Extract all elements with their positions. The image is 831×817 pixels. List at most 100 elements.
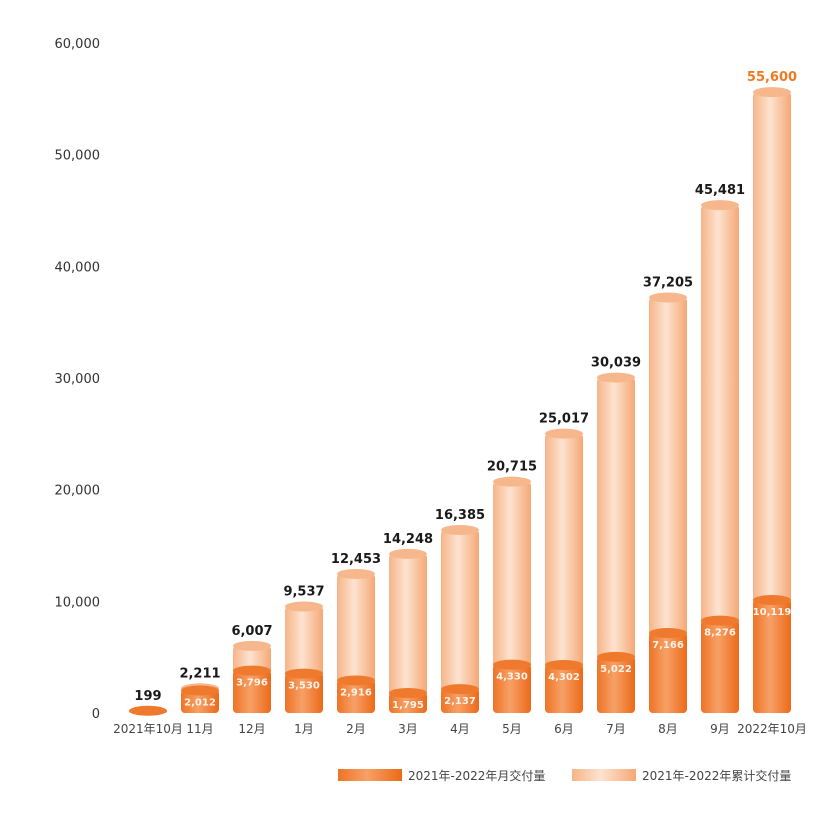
x-category-label: 6月: [554, 722, 574, 736]
bar-group: 12,453 2,916 2月: [331, 552, 381, 736]
y-tick-label: 40,000: [55, 260, 101, 275]
bar-group: 55,600 10,119 2022年10月: [737, 70, 807, 736]
cumulative-value-label: 6,007: [231, 624, 272, 639]
cumulative-value-label: 25,017: [539, 412, 589, 427]
cumulative-bar-top: [649, 292, 687, 303]
monthly-bar: [285, 673, 323, 713]
cumulative-bar: [441, 530, 479, 713]
cumulative-value-label: 9,537: [283, 585, 324, 600]
bar-group: 25,017 4,302 6月: [539, 412, 589, 736]
y-tick-label: 30,000: [55, 372, 101, 387]
bar-group: 199 2021年10月: [113, 689, 183, 736]
y-tick-label: 60,000: [55, 37, 101, 52]
monthly-value-label: 4,330: [496, 672, 528, 683]
x-category-label: 7月: [606, 722, 626, 736]
x-category-label: 9月: [710, 722, 730, 736]
x-category-label: 4月: [450, 722, 470, 736]
bar-group: 37,205 7,166 8月: [643, 276, 693, 736]
monthly-bar: [337, 680, 375, 713]
x-category-label: 2月: [346, 722, 366, 736]
legend-label-cumulative: 2021年-2022年累计交付量: [642, 768, 791, 783]
monthly-bar: [389, 692, 427, 713]
monthly-bar-top: [181, 685, 219, 696]
cumulative-bar-top: [545, 428, 583, 439]
monthly-value-label: 4,302: [548, 672, 580, 683]
cumulative-value-label: 12,453: [331, 552, 381, 567]
monthly-bar: [233, 670, 271, 713]
monthly-value-label: 1,795: [392, 700, 424, 711]
monthly-value-label: 8,276: [704, 628, 736, 639]
bar-group: 45,481 8,276 9月: [695, 183, 745, 736]
cumulative-bar: [701, 205, 739, 713]
bar-group: 2,211 2,012 11月: [179, 666, 220, 736]
monthly-bar: [181, 690, 219, 713]
monthly-value-label: 2,012: [184, 698, 216, 709]
cumulative-value-label: 2,211: [179, 666, 220, 681]
cumulative-value-label: 199: [134, 689, 161, 704]
cumulative-bar-top: [753, 87, 791, 98]
cumulative-value-label: 37,205: [643, 276, 693, 291]
monthly-bar: [649, 632, 687, 713]
legend-label-monthly: 2021年-2022年月交付量: [408, 768, 545, 783]
cumulative-value-label: 20,715: [487, 460, 537, 475]
monthly-value-label: 2,916: [340, 687, 372, 698]
monthly-bar: [441, 689, 479, 713]
x-category-label: 12月: [238, 722, 265, 736]
monthly-bar-top: [129, 705, 167, 716]
x-category-label: 3月: [398, 722, 418, 736]
cumulative-value-label: 30,039: [591, 356, 641, 371]
cumulative-bar: [649, 297, 687, 713]
monthly-bar: [597, 656, 635, 713]
y-tick-label: 0: [92, 707, 100, 722]
cumulative-value-label: 14,248: [383, 532, 433, 547]
monthly-bar-top: [753, 595, 791, 606]
monthly-value-label: 5,022: [600, 664, 632, 675]
legend: 2021年-2022年月交付量 2021年-2022年累计交付量: [338, 768, 791, 783]
monthly-value-label: 3,796: [236, 678, 268, 689]
cumulative-bar: [389, 553, 427, 713]
cumulative-value-label: 45,481: [695, 183, 745, 198]
x-category-label: 1月: [294, 722, 314, 736]
cumulative-bar: [493, 481, 531, 713]
legend-swatch-monthly: [338, 769, 402, 781]
monthly-value-label: 3,530: [288, 681, 320, 692]
cumulative-value-label: 16,385: [435, 508, 485, 523]
monthly-bar-top: [649, 627, 687, 638]
cumulative-bar-top: [441, 525, 479, 536]
x-category-label: 11月: [186, 722, 213, 736]
cumulative-value-label: 55,600: [747, 70, 797, 85]
monthly-bar-top: [389, 687, 427, 698]
monthly-value-label: 2,137: [444, 696, 476, 707]
cumulative-bar-top: [389, 548, 427, 559]
monthly-bar-top: [597, 651, 635, 662]
monthly-bar-top: [285, 668, 323, 679]
cumulative-bar-top: [597, 372, 635, 383]
monthly-bar-top: [493, 659, 531, 670]
monthly-bar: [545, 664, 583, 713]
monthly-bar-top: [233, 665, 271, 676]
cumulative-bar: [753, 92, 791, 714]
monthly-bar: [753, 600, 791, 713]
monthly-bar-top: [441, 684, 479, 695]
bar-group: 14,248 1,795 3月: [383, 532, 433, 736]
x-category-label: 2021年10月: [113, 722, 183, 736]
cumulative-bar-top: [337, 568, 375, 579]
cumulative-bar: [545, 433, 583, 713]
cumulative-bar-top: [701, 200, 739, 211]
bar-group: 9,537 3,530 1月: [283, 585, 324, 736]
y-tick-label: 20,000: [55, 484, 101, 499]
cumulative-bar-top: [233, 640, 271, 651]
monthly-bar-top: [337, 675, 375, 686]
x-category-label: 8月: [658, 722, 678, 736]
legend-swatch-cumulative: [572, 769, 636, 781]
y-tick-label: 50,000: [55, 149, 101, 164]
cumulative-bar-top: [493, 476, 531, 487]
y-tick-label: 10,000: [55, 595, 101, 610]
monthly-bar-top: [701, 615, 739, 626]
monthly-value-label: 7,166: [652, 640, 684, 651]
cumulative-bar: [597, 377, 635, 713]
bar-group: 16,385 2,137 4月: [435, 508, 485, 736]
monthly-value-label: 10,119: [753, 607, 792, 618]
bar-group: 6,007 3,796 12月: [231, 624, 272, 736]
